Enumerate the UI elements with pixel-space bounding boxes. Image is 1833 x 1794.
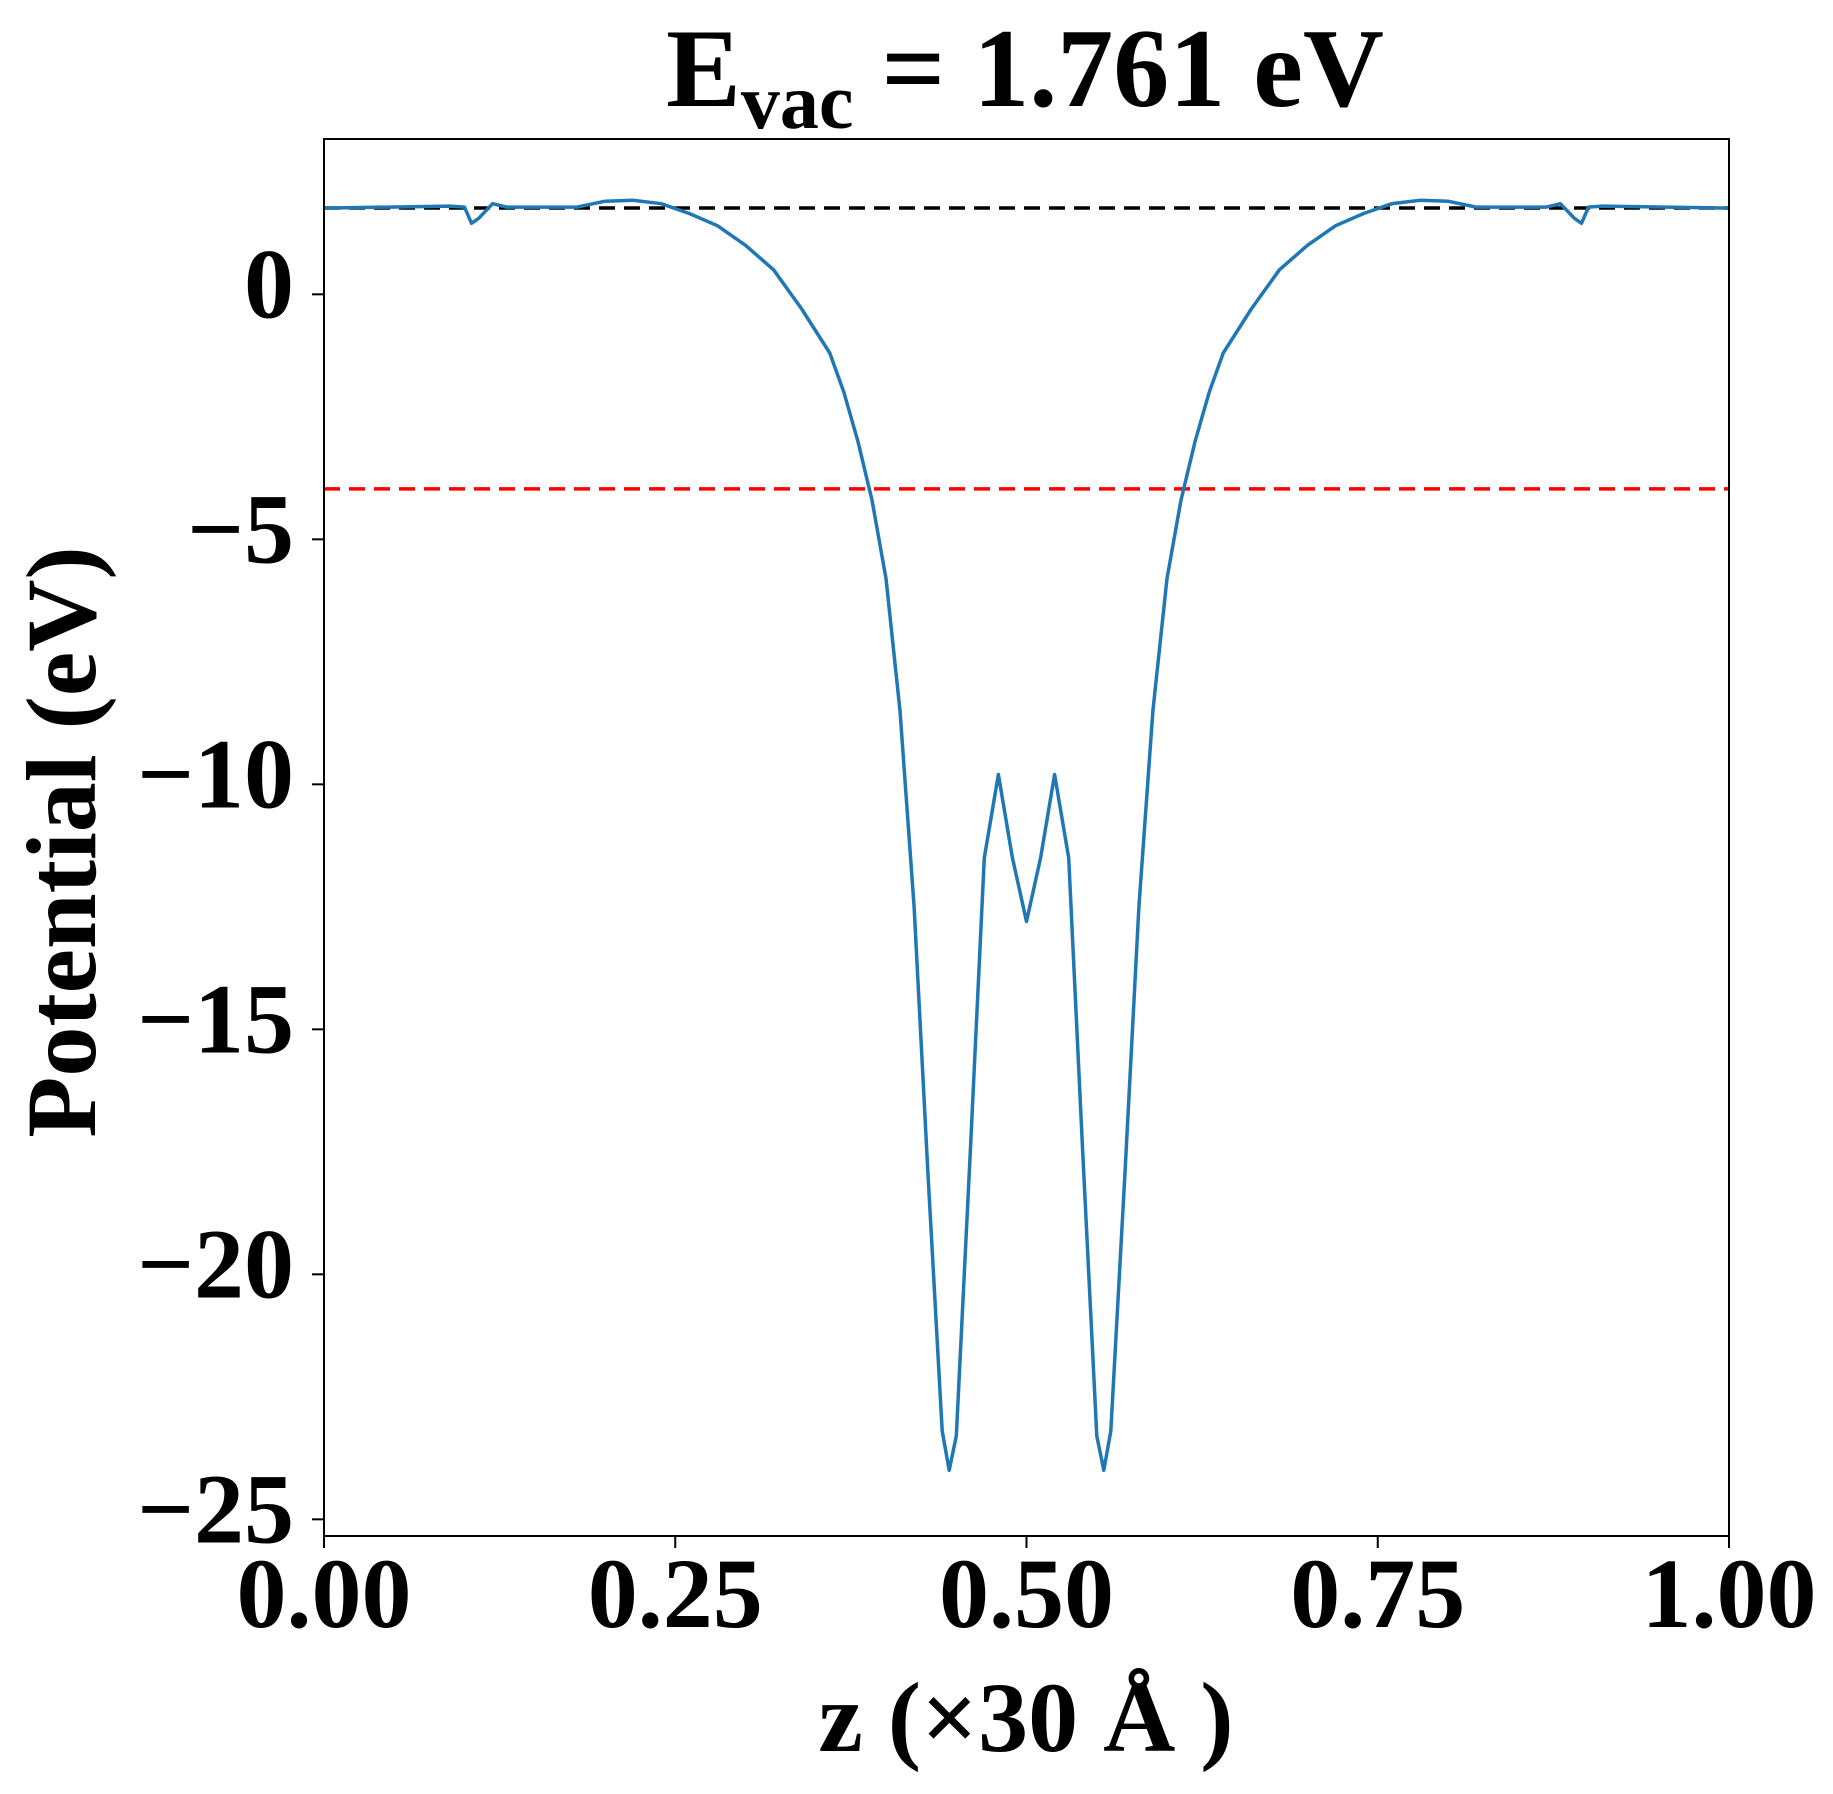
y-tick-label: −5 (187, 473, 294, 584)
y-tick-label: 0 (244, 228, 294, 339)
x-tick-label: 0.00 (237, 1538, 412, 1649)
chart-title: Evac = 1.761 eV (666, 7, 1384, 145)
y-tick-label: −15 (137, 963, 294, 1074)
data-line (323, 198, 1730, 1473)
x-tick-label: 0.25 (588, 1538, 763, 1649)
title-rest: = 1.761 eV (881, 7, 1383, 131)
y-tick-label: −10 (137, 718, 294, 829)
x-tick-label: 0.75 (1290, 1538, 1465, 1649)
title-sub: vac (741, 58, 854, 145)
y-tick-label: −25 (137, 1453, 294, 1564)
y-axis-label: Potential (eV) (6, 546, 117, 1137)
x-tick-label: 0.50 (939, 1538, 1114, 1649)
x-tick-label: 1.00 (1642, 1538, 1817, 1649)
plot-frame (323, 138, 1730, 1537)
y-tick-label: −20 (137, 1208, 294, 1319)
title-main: E (666, 7, 741, 131)
x-axis-label: z (×30 Å ) (818, 1662, 1233, 1773)
